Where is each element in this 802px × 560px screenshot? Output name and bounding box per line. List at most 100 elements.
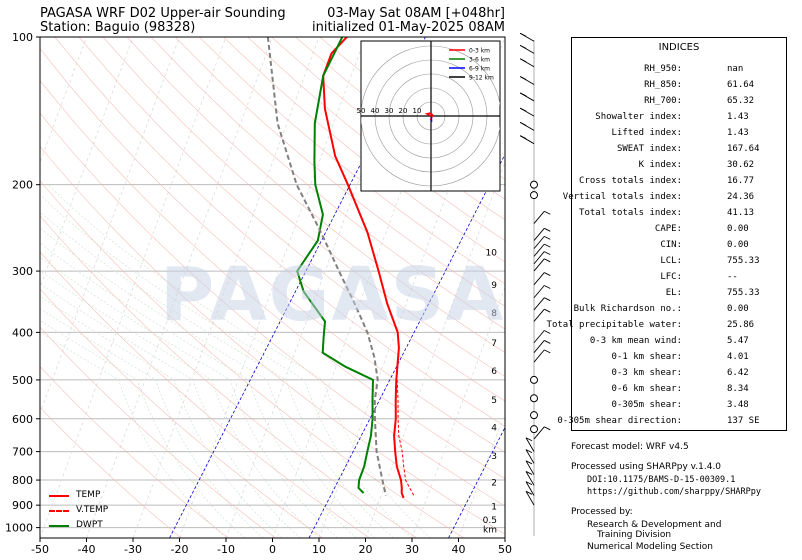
index-key: Lifted index: — [611, 128, 682, 138]
moist-adiabat — [40, 270, 320, 538]
hodograph-ring-label: 40 — [371, 107, 380, 115]
wind-barb-flag — [544, 297, 551, 302]
wind-barb — [533, 426, 545, 440]
index-value: 167.64 — [727, 144, 760, 154]
index-row: 0-305m shear: 3.48 — [572, 399, 786, 411]
hodograph-legend-label: 9-12 km — [469, 75, 494, 82]
ytick-label: 1000 — [5, 522, 33, 535]
dry-adiabat — [40, 288, 323, 538]
dry-adiabat — [150, 37, 505, 330]
isotherm — [40, 37, 180, 414]
wind-barb-flag — [544, 285, 551, 289]
index-key: LFC: — [660, 272, 682, 282]
wind-barb-flag — [544, 349, 551, 354]
legend-swatch — [49, 525, 69, 527]
wind-barb-flag — [525, 460, 533, 465]
index-row: Lifted index: 1.43 — [572, 127, 786, 139]
wind-barb-flag — [519, 32, 527, 37]
index-value: 16.77 — [727, 176, 755, 186]
index-key: Cross totals index: — [579, 176, 682, 186]
wind-barb — [525, 471, 535, 486]
reference-line — [169, 37, 426, 538]
wind-barb — [533, 297, 545, 311]
ytick-label: 600 — [12, 413, 33, 426]
moist-adiabat — [40, 283, 301, 538]
index-value: 65.32 — [727, 96, 755, 106]
wind-barb-flag — [544, 340, 551, 344]
moist-adiabat — [40, 227, 376, 538]
footer-doi: DOI:10.1175/BAMS-D-15-00309.1 — [587, 475, 736, 485]
index-value: 30.62 — [727, 160, 755, 170]
index-value: 755.33 — [727, 256, 760, 266]
legend-label: V.TEMP — [76, 505, 109, 515]
moist-adiabat — [40, 320, 245, 538]
index-value: 1.43 — [727, 128, 749, 138]
xtick-label: -30 — [124, 543, 142, 556]
ytick-label: 400 — [12, 326, 33, 339]
dry-adiabat — [247, 37, 505, 242]
index-value: 4.01 — [727, 352, 749, 362]
index-value: 41.13 — [727, 208, 755, 218]
index-value: 0.00 — [727, 224, 749, 234]
wind-barb-flag — [519, 76, 527, 80]
km-label: 3 — [491, 452, 497, 462]
index-key: CAPE: — [654, 224, 682, 234]
km-label: 4 — [491, 423, 497, 433]
index-value: 6.42 — [727, 368, 749, 378]
wind-barb — [533, 272, 545, 286]
wind-barb — [525, 491, 535, 506]
footer-model: Forecast model: WRF v4.5 — [571, 442, 689, 452]
moist-adiabat — [40, 194, 413, 538]
index-key: Total totals index: — [579, 208, 682, 218]
dry-adiabat — [78, 37, 505, 402]
index-row: SWEAT index: 167.64 — [572, 143, 786, 155]
series-temp-line — [322, 37, 405, 499]
ytick-label: 300 — [12, 265, 33, 278]
wind-barb-flag — [544, 235, 551, 240]
moist-adiabat — [40, 211, 394, 538]
dry-adiabat — [40, 112, 505, 507]
legend-label: TEMP — [76, 490, 101, 500]
footer-processed: Processed using SHARPpy v.1.4.0 — [571, 462, 722, 472]
wind-barb-flag — [519, 92, 527, 97]
moist-adiabat — [40, 308, 264, 538]
index-key: 0-305m shear direction: — [557, 416, 682, 426]
wind-barb — [533, 340, 545, 353]
calm-wind-circle — [530, 180, 538, 189]
legend-entry: TEMP — [46, 488, 108, 503]
dry-adiabat — [40, 47, 505, 453]
moist-adiabat — [40, 331, 227, 538]
km-label: 9 — [491, 281, 497, 291]
wind-barb-flag — [544, 243, 551, 248]
xtick-label: 50 — [498, 543, 512, 556]
wind-barb-flag — [544, 227, 551, 232]
wind-barb-flag — [544, 330, 551, 334]
ytick-label: 700 — [12, 446, 33, 459]
index-row: Vertical totals index: 24.36 — [563, 191, 786, 203]
xtick-label: 20 — [359, 543, 373, 556]
dry-adiabat — [40, 145, 505, 535]
wind-barb-flag — [519, 107, 527, 112]
legend-swatch — [49, 510, 69, 512]
index-row: LCL: 755.33 — [572, 255, 786, 267]
dry-adiabat — [102, 37, 505, 377]
wind-barb — [533, 330, 545, 344]
wind-barb — [533, 243, 545, 257]
km-label: 1 — [491, 502, 497, 512]
index-key: Bulk Richardson no.: — [573, 304, 682, 314]
indices-panel: INDICES RH_950: nan RH_850: 61.64 RH_700: 65.… — [547, 37, 787, 431]
calm-wind-circle — [530, 191, 538, 200]
dry-adiabat — [40, 326, 276, 538]
moist-adiabat — [40, 242, 357, 538]
wind-barb — [533, 308, 545, 322]
km-label: 0.5 — [483, 516, 497, 526]
index-row: Bulk Richardson no.: 0.00 — [572, 303, 786, 315]
xtick-label: -50 — [31, 543, 49, 556]
moist-adiabat — [40, 256, 338, 538]
km-label: 7 — [491, 339, 497, 349]
moist-adiabat — [47, 184, 431, 538]
footer-org-line1: Research & Development and — [587, 520, 722, 530]
index-row: CAPE: 0.00 — [572, 223, 786, 235]
series-parcel-line — [266, 37, 387, 496]
